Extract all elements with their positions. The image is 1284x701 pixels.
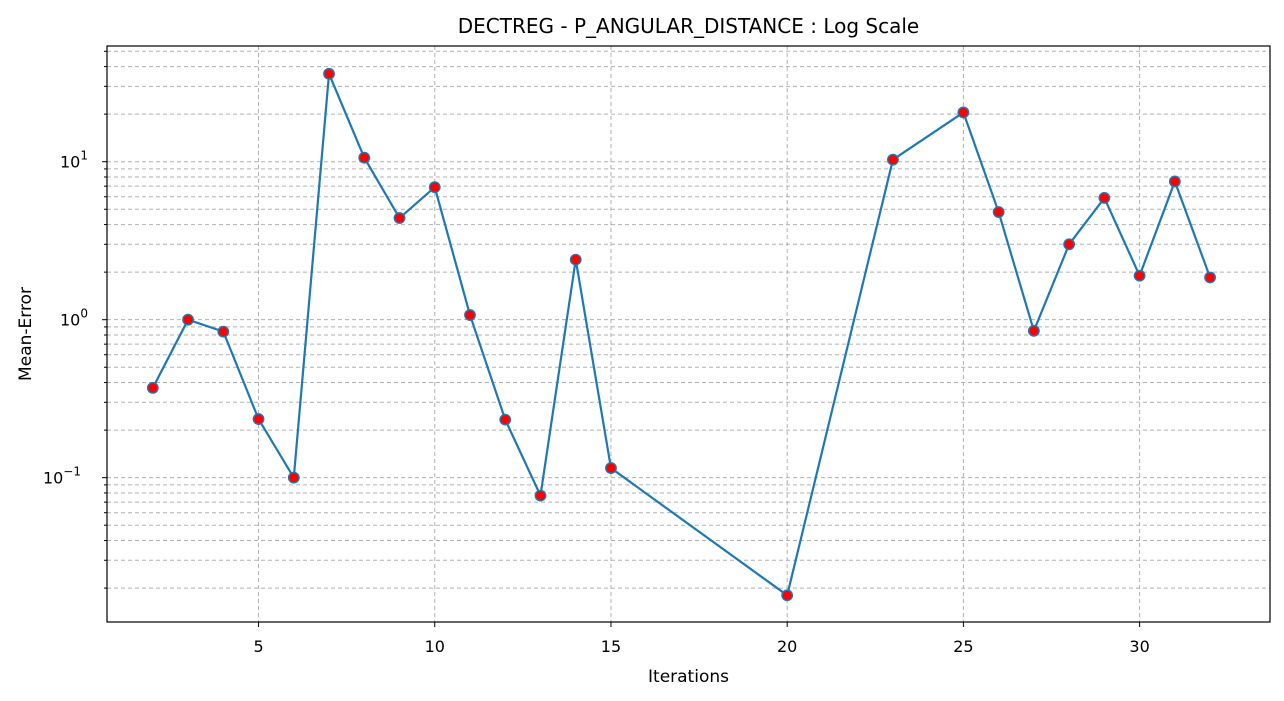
data-point bbox=[605, 462, 617, 474]
data-point bbox=[1098, 192, 1111, 204]
data-point bbox=[887, 153, 899, 166]
data-point bbox=[323, 67, 335, 80]
data-point bbox=[499, 413, 512, 426]
data-point bbox=[781, 589, 794, 602]
data-point bbox=[569, 253, 582, 266]
x-tick-label: 30 bbox=[1129, 637, 1149, 656]
data-point bbox=[534, 489, 547, 502]
data-point bbox=[957, 106, 970, 119]
series-line bbox=[151, 72, 1212, 597]
chart-title: DECTREG - P_ANGULAR_DISTANCE : Log Scale bbox=[458, 14, 919, 38]
data-point bbox=[992, 206, 1005, 218]
y-tick-label: 10−1 bbox=[43, 465, 81, 488]
x-axis-label: Iterations bbox=[648, 667, 729, 687]
data-series bbox=[146, 67, 1216, 602]
data-point bbox=[1027, 324, 1040, 337]
data-point bbox=[1168, 175, 1181, 188]
data-point bbox=[217, 325, 230, 338]
plot-frame bbox=[106, 45, 1271, 623]
x-tick-label: 25 bbox=[953, 637, 973, 656]
data-point bbox=[1063, 238, 1076, 251]
data-point bbox=[182, 313, 194, 326]
y-axis-label: Mean-Error bbox=[16, 287, 36, 381]
x-tick-label: 10 bbox=[425, 637, 445, 656]
data-point bbox=[464, 309, 476, 321]
data-point bbox=[287, 471, 300, 484]
data-point bbox=[1204, 271, 1216, 284]
data-point bbox=[1133, 269, 1146, 282]
data-point bbox=[358, 151, 371, 164]
data-point bbox=[428, 181, 441, 194]
y-tick-label: 100 bbox=[60, 307, 88, 330]
grid-lines bbox=[107, 46, 1270, 622]
x-tick-label: 15 bbox=[601, 637, 621, 656]
axis-ticks: 5 10 15 20 25 30 10−1 100 101 bbox=[43, 50, 1150, 656]
x-tick-label: 5 bbox=[253, 637, 263, 656]
data-point bbox=[146, 381, 159, 394]
data-point bbox=[252, 413, 265, 425]
x-tick-label: 20 bbox=[777, 637, 797, 656]
data-point bbox=[393, 212, 406, 224]
y-tick-label: 101 bbox=[60, 149, 88, 172]
